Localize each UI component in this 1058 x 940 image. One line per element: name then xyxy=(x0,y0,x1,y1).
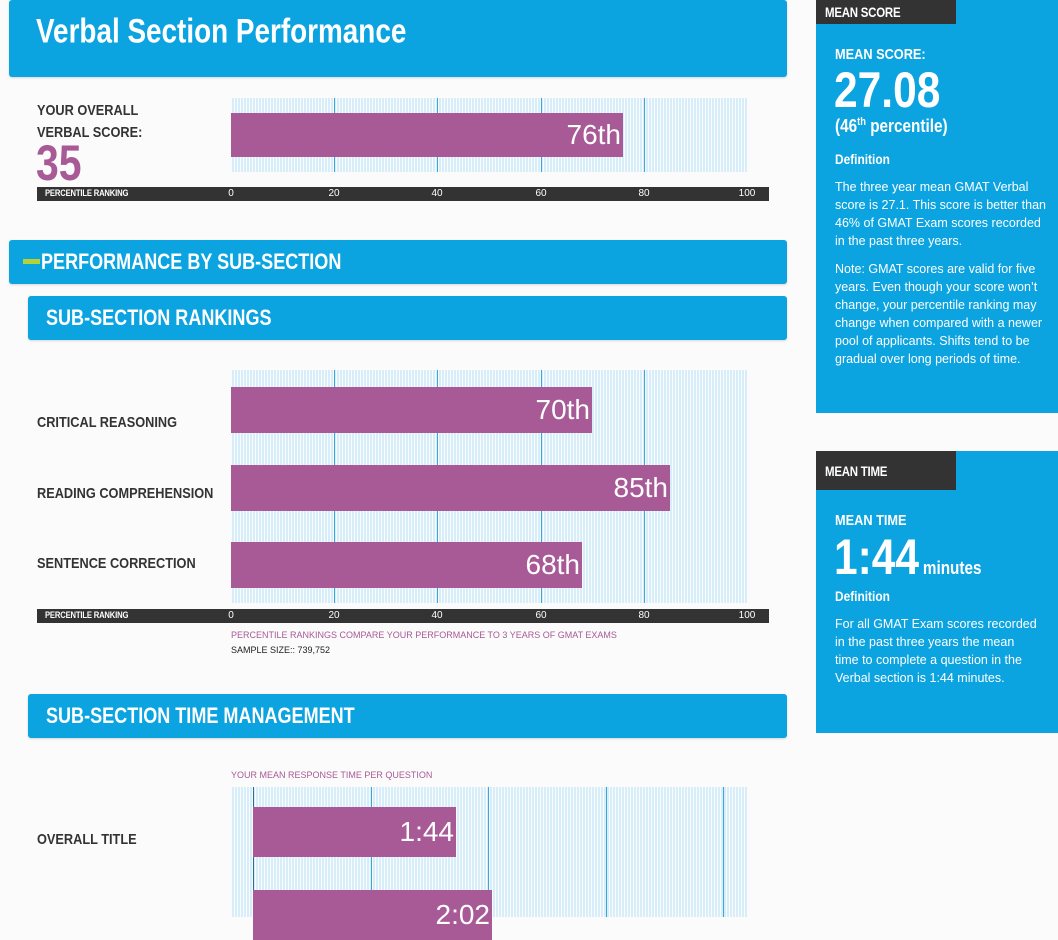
mean-time-label: MEAN TIME xyxy=(835,512,907,529)
bar-label-time-second: 2:02 xyxy=(435,899,491,930)
mean-score-label: MEAN SCORE: xyxy=(835,46,926,63)
title-banner: Verbal Section Performance xyxy=(9,0,787,77)
time-banner: SUB-SECTION TIME MANAGEMENT xyxy=(28,694,787,738)
overall-score-label: YOUR OVERALL VERBAL SCORE: xyxy=(37,102,143,141)
percentile-open: (46 xyxy=(835,116,858,136)
time-chart-title: YOUR MEAN RESPONSE TIME PER QUESTION xyxy=(231,770,433,780)
mean-time-value-line: 1:44 minutes xyxy=(834,531,982,583)
rankings-banner: SUB-SECTION RANKINGS xyxy=(28,296,787,340)
collapse-minus-icon[interactable] xyxy=(23,259,40,264)
axis-tick-label: 0 xyxy=(228,610,234,621)
overall-percentile-chart: 76th xyxy=(231,98,747,172)
mean-score-percentile: (46th percentile) xyxy=(835,116,948,137)
axis-tick-label: 20 xyxy=(328,188,340,199)
bar-label-reading-comprehension: 85th xyxy=(613,472,669,503)
axis-tick-label: 20 xyxy=(328,610,340,621)
bar-critical-reasoning: 70th xyxy=(231,387,592,433)
axis-title: PERCENTILE RANKING xyxy=(45,188,129,198)
subsection-banner[interactable]: PERFORMANCE BY SUB-SECTION xyxy=(9,240,787,284)
sample-size: SAMPLE SIZE:: 739,752 xyxy=(231,645,331,655)
axis-tick-label: 60 xyxy=(535,610,547,621)
rankings-chart: 70th 85th 68th xyxy=(231,370,747,603)
rankings-note: PERCENTILE RANKINGS COMPARE YOUR PERFORM… xyxy=(231,630,617,640)
axis-tick-label: 60 xyxy=(535,188,547,199)
percentile-close: percentile) xyxy=(865,116,948,136)
bar-reading-comprehension: 85th xyxy=(231,465,670,511)
rankings-title: SUB-SECTION RANKINGS xyxy=(46,305,272,330)
mean-score-definition-label: Definition xyxy=(835,151,890,167)
mean-score-note: Note: GMAT scores are valid for five yea… xyxy=(835,262,1043,366)
mean-time-unit: minutes xyxy=(922,558,982,578)
mean-time-value: 1:44 xyxy=(834,529,920,585)
gridline xyxy=(606,787,607,917)
axis-tick-label: 80 xyxy=(638,610,650,621)
mean-score-tab-label: MEAN SCORE xyxy=(825,4,901,20)
percentile-axis-rankings: PERCENTILE RANKING 0 20 40 60 80 100 xyxy=(37,609,769,623)
gridline xyxy=(723,787,724,917)
bar-sentence-correction: 68th xyxy=(231,542,582,588)
overall-score-value: 35 xyxy=(36,135,82,191)
mean-score-definition: The three year mean GMAT Verbal score is… xyxy=(835,180,1046,248)
mean-time-definition-label: Definition xyxy=(835,588,890,604)
axis-title: PERCENTILE RANKING xyxy=(45,610,129,620)
row-label-reading-comprehension: READING COMPREHENSION xyxy=(37,485,214,502)
row-label-overall-title: OVERALL TITLE xyxy=(37,831,137,848)
mean-time-tab[interactable]: MEAN TIME xyxy=(816,451,956,490)
mean-time-tab-label: MEAN TIME xyxy=(825,462,888,479)
time-title: SUB-SECTION TIME MANAGEMENT xyxy=(46,703,355,728)
axis-tick-label: 0 xyxy=(228,188,234,199)
percentile-sup: th xyxy=(857,116,866,128)
row-label-critical-reasoning: CRITICAL REASONING xyxy=(37,414,178,431)
axis-tick-label: 40 xyxy=(431,188,443,199)
row-label-sentence-correction: SENTENCE CORRECTION xyxy=(37,555,196,572)
overall-percentile-bar: 76th xyxy=(231,113,623,157)
bar-label-overall-time: 1:44 xyxy=(399,816,455,847)
bar-overall-time: 1:44 xyxy=(253,807,456,857)
mean-score-value: 27.08 xyxy=(834,62,941,118)
bar-label-sentence-correction: 68th xyxy=(525,549,581,580)
axis-tick-label: 100 xyxy=(738,610,756,621)
page-title: Verbal Section Performance xyxy=(36,12,407,51)
percentile-axis-overall: PERCENTILE RANKING 0 20 40 60 80 100 xyxy=(37,187,769,201)
axis-tick-label: 80 xyxy=(638,188,650,199)
mean-score-panel: MEAN SCORE MEAN SCORE: 27.08 (46th perce… xyxy=(816,0,1058,413)
mean-score-tab[interactable]: MEAN SCORE xyxy=(816,0,956,24)
bar-label-critical-reasoning: 70th xyxy=(535,394,591,425)
axis-tick-label: 40 xyxy=(431,610,443,621)
gridline xyxy=(644,98,645,172)
bar-time-second: 2:02 xyxy=(253,890,492,940)
mean-time-definition: For all GMAT Exam scores recorded in the… xyxy=(835,617,1037,685)
subsection-title: PERFORMANCE BY SUB-SECTION xyxy=(41,249,342,274)
mean-time-panel: MEAN TIME MEAN TIME 1:44 minutes Definit… xyxy=(816,451,1058,733)
overall-percentile-bar-label: 76th xyxy=(566,119,622,150)
axis-tick-label: 100 xyxy=(738,188,756,199)
time-chart: 1:44 2:02 xyxy=(231,787,747,940)
gridline xyxy=(488,787,489,917)
